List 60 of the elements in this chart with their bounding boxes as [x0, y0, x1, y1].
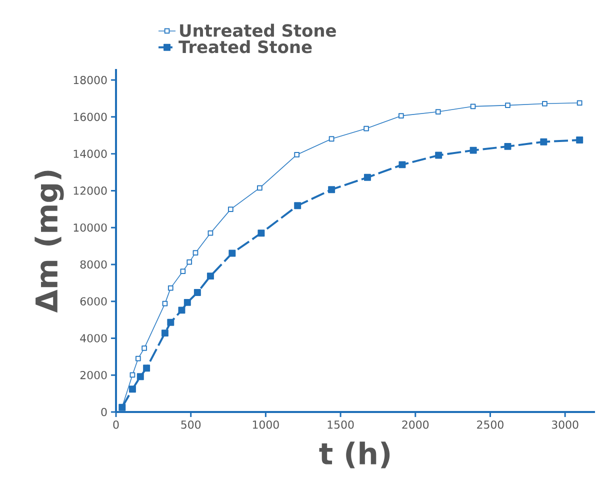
y-tick-label: 8000	[80, 260, 107, 269]
point	[542, 100, 548, 106]
legend-label: Untreated Stone	[180, 24, 336, 37]
y-tick-label: 14000	[74, 150, 107, 158]
point	[435, 109, 441, 114]
y-tick-label: 0	[101, 408, 107, 416]
point	[228, 250, 236, 257]
x-tick-label: 500	[181, 420, 201, 429]
y-tick-label: 4000	[80, 334, 107, 342]
point	[364, 126, 369, 132]
point	[136, 373, 144, 380]
point	[257, 185, 262, 191]
y-tick-label: 18000	[74, 76, 107, 84]
point	[192, 250, 198, 256]
point	[208, 230, 214, 236]
point	[294, 152, 300, 158]
y-tick-label: 6000	[80, 297, 107, 306]
y-tick-label: 12000	[74, 186, 107, 195]
y-tick-label: 10000	[74, 223, 107, 232]
point	[328, 186, 336, 194]
point	[161, 330, 168, 337]
y-axis-title: Δm (mg)	[34, 170, 64, 313]
x-tick-label: 2000	[402, 420, 429, 429]
point	[143, 364, 150, 372]
x-tick-label: 2500	[477, 420, 504, 429]
x-tick-label: 1500	[328, 420, 354, 429]
x-tick-label: 1000	[252, 420, 279, 429]
point	[398, 113, 404, 119]
point	[328, 136, 334, 142]
point	[505, 102, 510, 108]
point	[576, 136, 584, 144]
point	[470, 146, 477, 154]
point	[364, 174, 371, 181]
point	[470, 104, 476, 110]
x-tick-label: 0	[113, 420, 119, 429]
point	[228, 206, 234, 212]
legend-label: Treated Stone	[178, 40, 312, 54]
x-tick-label: 3000	[552, 420, 578, 429]
point	[167, 318, 174, 326]
point	[130, 372, 136, 378]
point	[398, 161, 406, 168]
point	[540, 138, 548, 146]
y-tick-label: 16000	[74, 112, 107, 122]
point	[504, 142, 512, 150]
point	[258, 230, 265, 237]
point	[135, 356, 141, 362]
y-tick-label: 2000	[80, 370, 107, 380]
point	[178, 306, 186, 314]
point	[194, 289, 201, 296]
point	[206, 272, 214, 280]
point	[168, 285, 174, 291]
point	[128, 386, 136, 393]
x-axis-title: t (h)	[319, 442, 390, 468]
point	[180, 268, 186, 274]
point	[186, 259, 192, 265]
point	[294, 202, 302, 210]
point	[142, 345, 147, 351]
point	[576, 100, 582, 106]
point	[435, 152, 442, 159]
point	[184, 298, 191, 306]
